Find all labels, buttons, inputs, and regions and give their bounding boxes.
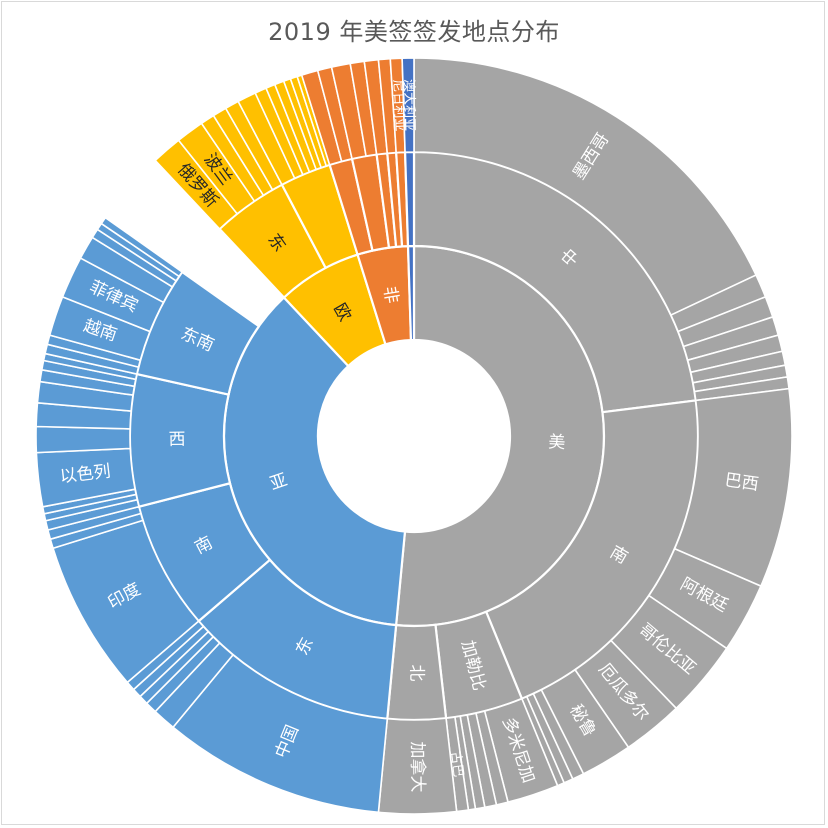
sunburst-label-美-加勒比-古巴: 古巴 [447,750,465,778]
sunburst-wedges [35,57,793,815]
sunburst-segment-亚-西-item4[interactable] [35,425,132,454]
sunburst-label-美-北-加拿大: 加拿大 [407,741,428,792]
chart-title: 2019 年美签签发地点分布 [268,18,560,46]
sunburst-label-美-南-巴西: 巴西 [723,470,759,495]
sunburst-label-group4-item0-澳大利亚: 澳大利亚 [401,79,418,131]
sunburst-segment-亚-东南-item7[interactable] [100,216,183,278]
sunburst-label-非-item4-尼日利亚: 尼日利亚 [390,79,407,132]
sunburst-label-非: 非 [379,285,402,305]
sunburst-label-亚: 亚 [267,470,290,494]
sunburst-label-美-北: 北 [406,664,426,681]
sunburst-label-亚-西: 西 [168,430,185,450]
sunburst-label-美: 美 [548,432,566,453]
sunburst-segment-group4-item0-澳大利亚[interactable] [401,57,415,153]
